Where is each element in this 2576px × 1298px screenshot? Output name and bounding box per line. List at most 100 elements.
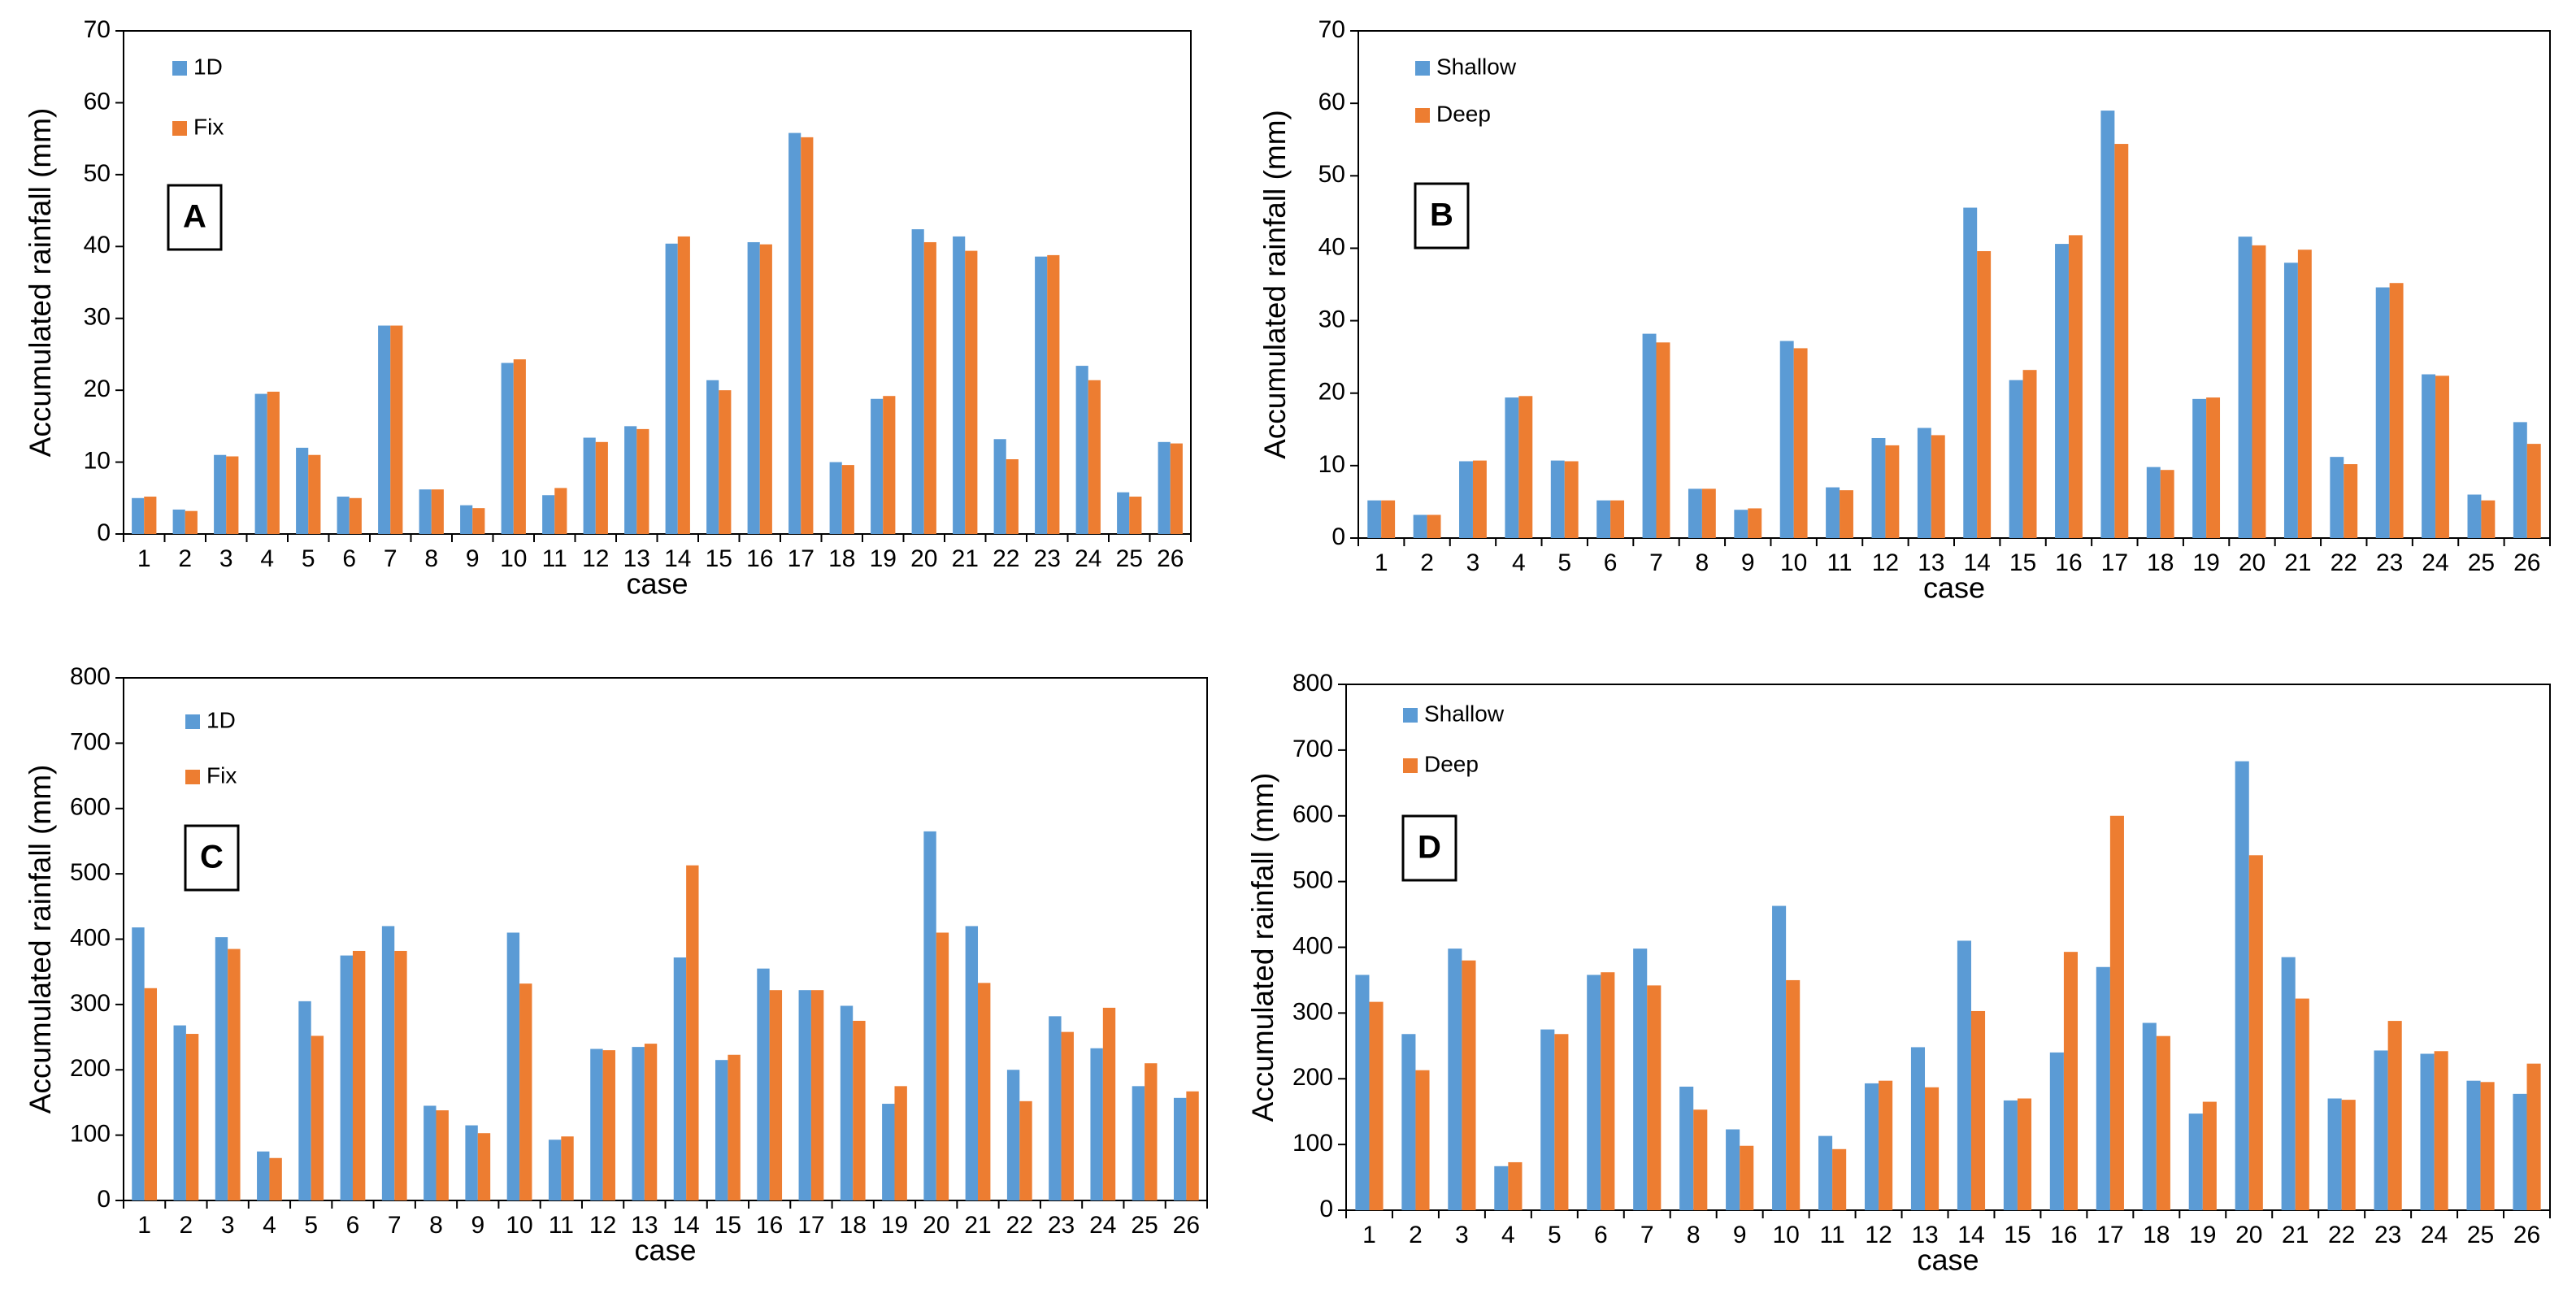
bar (1075, 366, 1088, 534)
bar (1415, 1070, 1430, 1210)
panel-label-box (184, 824, 240, 892)
bar (1726, 1129, 1740, 1210)
plot-frame (1358, 30, 2551, 539)
legend-label: Deep (1424, 751, 1479, 776)
x-tick-label: 19 (2192, 549, 2219, 576)
bar (1818, 1135, 1833, 1210)
legend-swatch (185, 714, 200, 729)
x-tick-label: 11 (549, 1212, 574, 1239)
x-tick-label: 3 (221, 1212, 235, 1239)
bar (923, 831, 936, 1200)
x-tick-label: 4 (260, 545, 274, 572)
y-tick-label: 100 (70, 1121, 111, 1148)
bar (296, 447, 309, 534)
bar (1035, 256, 1048, 534)
y-tick-label: 600 (70, 794, 111, 821)
bar (2389, 283, 2404, 538)
x-tick-label: 16 (2055, 549, 2082, 576)
x-tick-label: 11 (1827, 549, 1852, 576)
bar (1006, 1070, 1020, 1200)
bar (2374, 1050, 2388, 1210)
x-tick-label: 10 (506, 1212, 532, 1239)
bar (1885, 445, 1900, 538)
bar (2017, 1098, 2032, 1210)
bar (1508, 1161, 1523, 1210)
y-tick-label: 700 (70, 728, 111, 755)
x-tick-label: 8 (424, 545, 438, 572)
bar (1381, 500, 1396, 538)
x-tick-label: 25 (2467, 1222, 2494, 1248)
panel-label: A (183, 199, 206, 235)
bar (1610, 500, 1625, 538)
bar (352, 950, 366, 1200)
y-tick-label: 70 (1318, 16, 1345, 43)
y-tick-label: 20 (1318, 379, 1345, 406)
bar (788, 132, 801, 534)
bar (583, 437, 596, 534)
bar (337, 497, 350, 534)
bar (923, 241, 936, 534)
bar (1963, 207, 1978, 538)
x-tick-label: 13 (1911, 1222, 1938, 1248)
x-tick-label: 16 (746, 545, 773, 572)
panel-label: B (1430, 198, 1453, 233)
bar (1910, 1047, 1926, 1210)
bar (2526, 1063, 2541, 1210)
x-tick-label: 26 (2513, 1222, 2540, 1248)
x-tick-label: 12 (1872, 549, 1899, 576)
bar (1117, 492, 1130, 534)
y-axis-title: Accumulated rainfall (mm) (1258, 110, 1292, 459)
y-tick-label: 10 (1318, 451, 1345, 478)
bar (173, 1025, 186, 1200)
y-tick-label: 600 (1292, 801, 1333, 828)
bar (1448, 949, 1462, 1210)
x-tick-label: 17 (2096, 1222, 2123, 1248)
bar (2022, 370, 2037, 538)
x-tick-label: 5 (1548, 1222, 1562, 1248)
bar (1462, 960, 1476, 1210)
bar (424, 1105, 437, 1200)
y-tick-label: 40 (1318, 233, 1345, 260)
legend-label: Deep (1436, 101, 1491, 126)
x-tick-label: 15 (706, 545, 732, 572)
bar (2466, 1080, 2481, 1210)
x-tick-label: 18 (840, 1212, 867, 1239)
bar (759, 244, 772, 534)
x-tick-label: 22 (993, 545, 1019, 572)
bar (1917, 428, 1931, 538)
x-tick-label: 18 (2143, 1222, 2170, 1248)
bar (1367, 500, 1382, 538)
x-tick-label: 15 (715, 1212, 741, 1239)
x-tick-label: 10 (1772, 1222, 1799, 1248)
bar (2142, 1022, 2157, 1210)
bar (2068, 235, 2083, 538)
bar (636, 428, 649, 534)
x-tick-label: 22 (1006, 1212, 1033, 1239)
bar (2283, 263, 2298, 538)
bar (506, 932, 520, 1200)
bar (1970, 1010, 1986, 1210)
x-tick-label: 22 (2328, 1222, 2355, 1248)
bar (1427, 514, 1441, 538)
bar (1977, 250, 1992, 538)
x-tick-label: 13 (1918, 549, 1944, 576)
bar (2513, 422, 2527, 538)
x-tick-label: 20 (2235, 1222, 2262, 1248)
bar (1925, 1087, 1940, 1210)
plot-frame (123, 677, 1208, 1201)
x-tick-label: 6 (342, 545, 356, 572)
x-tick-label: 23 (2376, 549, 2403, 576)
x-tick-label: 6 (1594, 1222, 1608, 1248)
x-tick-label: 18 (2147, 549, 2174, 576)
y-tick-label: 0 (97, 1186, 111, 1213)
bar (1871, 437, 1886, 538)
y-tick-label: 50 (1318, 161, 1345, 188)
bar (1826, 487, 1840, 538)
bar (2109, 815, 2124, 1210)
bar (871, 398, 884, 534)
x-tick-label: 14 (664, 545, 691, 572)
legend-swatch (172, 61, 187, 76)
y-tick-label: 400 (70, 924, 111, 951)
y-axis-title: Accumulated rainfall (mm) (24, 108, 57, 458)
x-tick-label: 11 (542, 545, 567, 572)
